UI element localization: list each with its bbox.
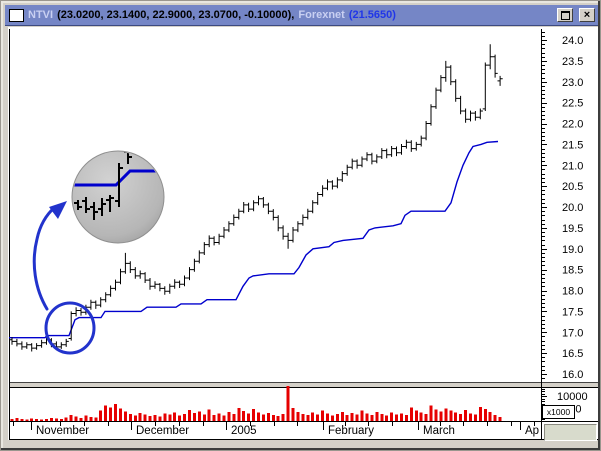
maximize-button[interactable] xyxy=(557,8,573,22)
magnifier-inset xyxy=(71,150,165,244)
svg-text:21.5: 21.5 xyxy=(562,139,583,151)
volume-bars xyxy=(10,386,502,421)
titlebar: NTVI (23.0200, 23.1400, 22.9000, 23.0700… xyxy=(5,5,598,26)
svg-text:November: November xyxy=(36,425,89,437)
title-symbol: NTVI xyxy=(28,9,54,21)
maximize-icon xyxy=(560,10,570,20)
svg-text:March: March xyxy=(423,425,455,437)
title-ohlc-values: (23.0200, 23.1400, 22.9000, 23.0700, -0.… xyxy=(57,9,295,21)
svg-text:24.0: 24.0 xyxy=(562,35,583,47)
svg-text:17.5: 17.5 xyxy=(562,306,583,318)
annotation-arrow xyxy=(32,201,67,311)
svg-text:17.0: 17.0 xyxy=(562,327,583,339)
window-icon xyxy=(9,8,24,22)
magnifier-forexnet-line xyxy=(73,169,163,187)
pane-separator xyxy=(9,382,598,388)
svg-text:16.5: 16.5 xyxy=(562,348,583,360)
close-icon: × xyxy=(583,9,591,21)
size-grip-box xyxy=(544,424,597,441)
svg-text:10000: 10000 xyxy=(557,391,588,403)
svg-text:23.5: 23.5 xyxy=(562,56,583,68)
svg-text:20.0: 20.0 xyxy=(562,202,583,214)
plot-frame xyxy=(9,29,598,440)
svg-text:22.5: 22.5 xyxy=(562,98,583,110)
title-indicator-value: (21.5650) xyxy=(348,9,396,21)
svg-text:18.5: 18.5 xyxy=(562,265,583,277)
svg-text:Ap: Ap xyxy=(525,425,539,437)
svg-text:19.0: 19.0 xyxy=(562,244,583,256)
svg-text:21.0: 21.0 xyxy=(562,160,583,172)
forexnet-line xyxy=(9,140,499,339)
svg-text:x1000: x1000 xyxy=(547,407,570,417)
svg-text:December: December xyxy=(136,425,189,437)
highlight-circle xyxy=(44,301,96,355)
svg-text:18.0: 18.0 xyxy=(562,286,583,298)
magnifier-bars xyxy=(74,152,132,220)
svg-text:22.0: 22.0 xyxy=(562,119,583,131)
volume-axis: 100005000x1000 xyxy=(542,389,588,420)
time-axis: November December 2005 February March Ap xyxy=(13,422,539,437)
ohlc-bars xyxy=(9,44,503,352)
svg-text:19.5: 19.5 xyxy=(562,223,583,235)
price-axis: 24.0 23.5 23.0 22.5 22.0 21.5 21.0 20.5 20.0 19.5… xyxy=(542,32,583,381)
title-indicator-name: Forexnet xyxy=(298,9,345,21)
svg-text:16.0: 16.0 xyxy=(562,369,583,381)
svg-text:February: February xyxy=(328,425,374,437)
close-button[interactable]: × xyxy=(579,8,595,22)
svg-text:2005: 2005 xyxy=(231,425,257,437)
svg-text:20.5: 20.5 xyxy=(562,181,583,193)
svg-text:23.0: 23.0 xyxy=(562,77,583,89)
